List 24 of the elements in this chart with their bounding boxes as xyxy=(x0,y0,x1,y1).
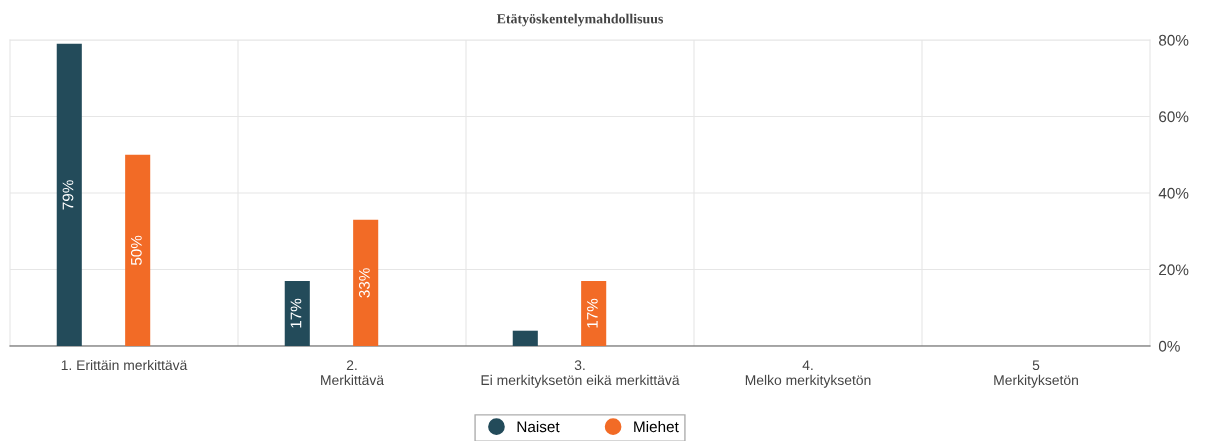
legend-label: Naiset xyxy=(517,420,560,433)
y-tick-label: 60% xyxy=(1159,111,1189,123)
y-tick-label: 40% xyxy=(1158,187,1189,199)
bar xyxy=(512,330,538,346)
data-label: 50% xyxy=(130,235,142,266)
chart-title: Etätyöskentelymahdollisuus xyxy=(496,13,664,27)
bar xyxy=(353,219,379,346)
y-tick-label: 80% xyxy=(1159,34,1189,46)
x-tick-label: 4. Melko merkityksetön xyxy=(745,360,871,388)
bar xyxy=(284,280,310,346)
legend-label: Miehet xyxy=(634,420,679,433)
x-tick-label: 2. Merkittävä xyxy=(321,360,385,386)
bar xyxy=(56,43,82,346)
y-tick-label: 0% xyxy=(1158,340,1180,352)
x-tick-label: 1. Erittäin merkittävä xyxy=(61,359,188,371)
bar xyxy=(581,280,607,346)
y-tick-label: 20% xyxy=(1159,264,1189,276)
bar xyxy=(125,154,151,346)
data-label: 33% xyxy=(358,268,370,298)
x-tick-label: 5 Merkityksetön xyxy=(994,360,1078,388)
x-tick-label: 3. Ei merkityksetön eikä merkittävä xyxy=(481,360,680,388)
data-label: 17% xyxy=(587,298,598,328)
data-label: 79% xyxy=(62,180,74,210)
data-label: 17% xyxy=(290,298,302,328)
